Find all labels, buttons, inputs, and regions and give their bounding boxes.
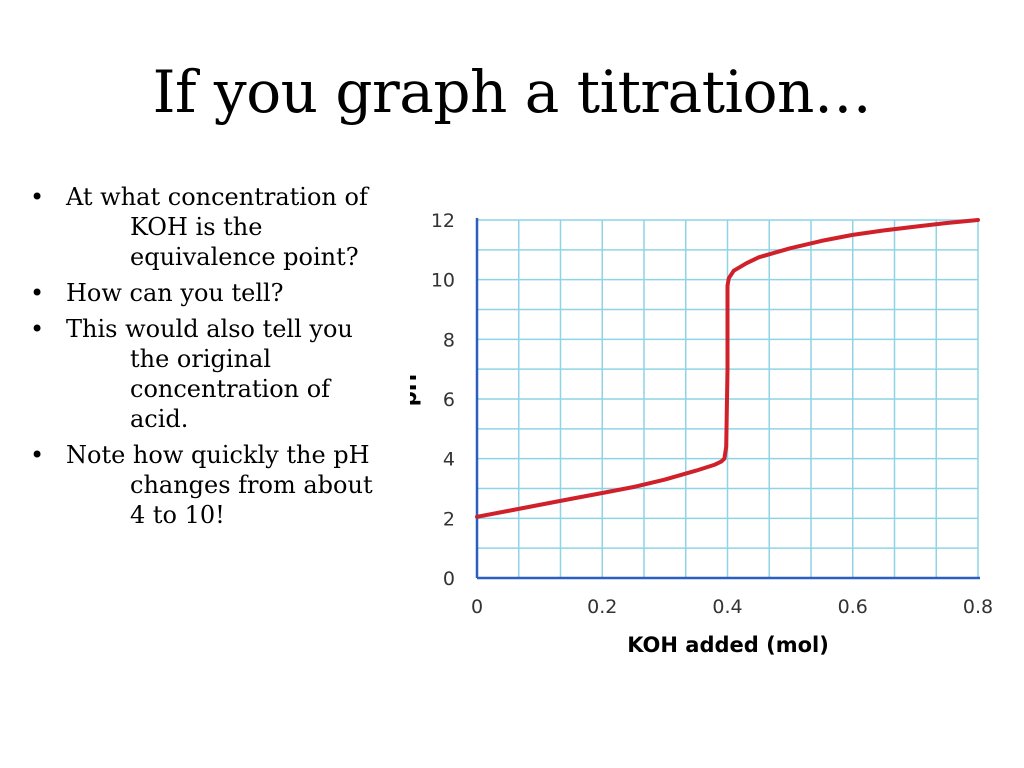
bullet-item: • This would also tell you the original c… [30,314,390,434]
bullet-text: Note how quickly the pH changes from abo… [66,441,373,529]
y-tick-label: 8 [443,329,455,351]
y-tick-label: 2 [443,508,455,530]
bullet-icon: • [30,183,45,211]
y-tick-label: 4 [443,449,455,471]
bullet-icon: • [30,315,45,343]
y-tick-label: 0 [443,568,455,590]
bullet-item: • How can you tell? [30,278,390,308]
bullet-item: • Note how quickly the pH changes from ab… [30,440,390,530]
slide-title: If you graph a titration… [152,58,872,126]
y-tick-label: 12 [431,210,455,232]
x-axis-label: KOH added (mol) [627,633,829,657]
titration-chart: 0 2 4 6 8 10 12 0 0.2 0.4 0.6 0.8 KOH added (mol) p… [410,210,993,657]
bullet-text: At what concentration of KOH is the equi… [66,183,368,271]
ph-curve [475,218,980,519]
y-axis-label: pH [410,374,421,407]
bullet-icon: • [30,279,45,307]
x-tick-label: 0.6 [838,596,868,618]
bullet-text: How can you tell? [66,279,284,307]
x-tick-label: 0.4 [712,596,742,618]
bullet-icon: • [30,441,45,469]
x-tick-label: 0.2 [587,596,617,618]
bullet-text: This would also tell you the original co… [66,315,353,433]
y-tick-label: 10 [431,270,455,292]
bullet-list: • At what concentration of KOH is the equ… [30,182,390,536]
chart-ticks: 0 2 4 6 8 10 12 0 0.2 0.4 0.6 0.8 [431,210,993,618]
bullet-item: • At what concentration of KOH is the equ… [30,182,390,272]
x-tick-label: 0.8 [963,596,993,618]
y-tick-label: 6 [443,389,455,411]
x-tick-label: 0 [471,596,483,618]
